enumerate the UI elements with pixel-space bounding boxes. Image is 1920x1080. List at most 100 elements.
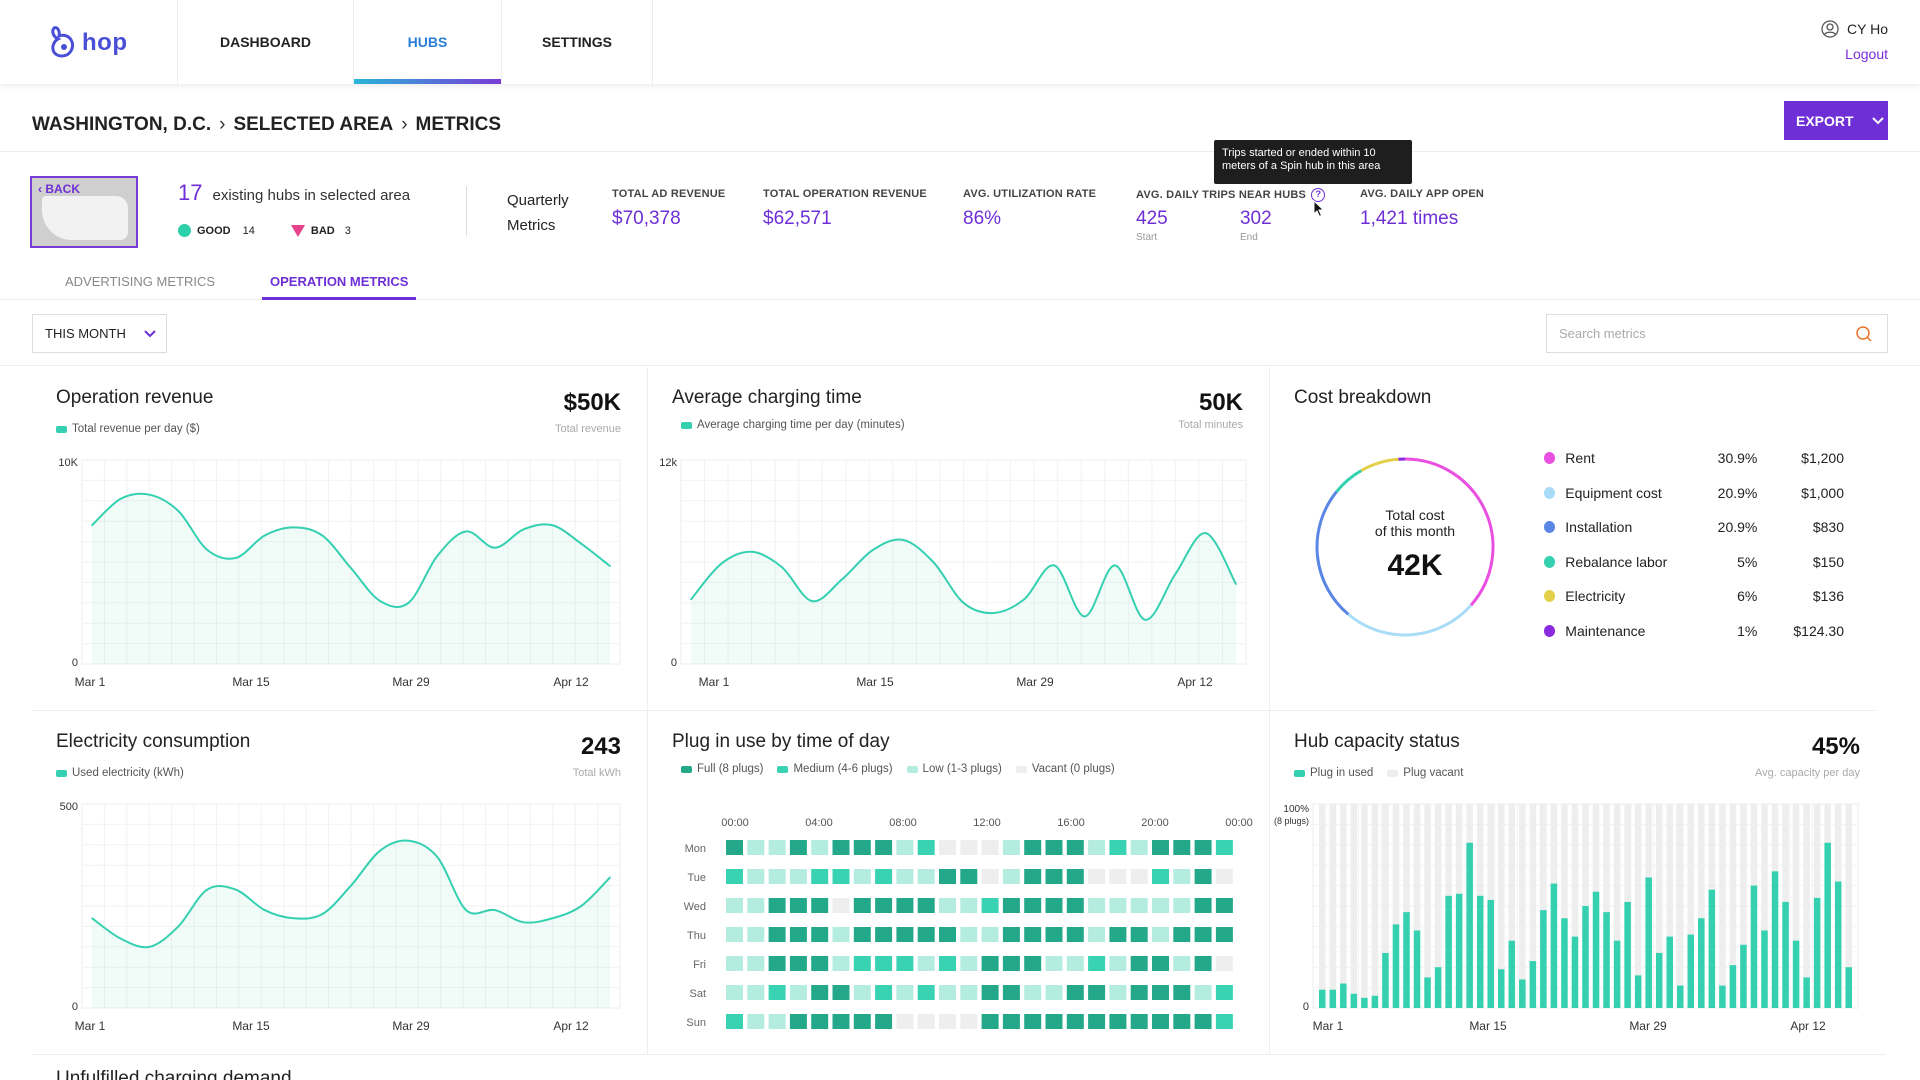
- heatmap-cell: [1152, 840, 1169, 855]
- heatmap-cell: [789, 869, 807, 884]
- data-point: [91, 524, 93, 527]
- data-point: [962, 602, 965, 604]
- tab-operation-metrics[interactable]: OPERATION METRICS: [262, 274, 417, 300]
- data-point: [350, 884, 352, 887]
- nav-dashboard[interactable]: DASHBOARD: [177, 0, 353, 84]
- export-label: EXPORT: [1796, 112, 1854, 129]
- heatmap-cell: [747, 956, 765, 971]
- heatmap-cell: [789, 898, 807, 913]
- heatmap-cell: [768, 956, 786, 971]
- heatmap-cell: [960, 956, 978, 971]
- bar-vacant: [1740, 804, 1747, 945]
- cost-color-dot: [1544, 521, 1556, 533]
- heatmap-cell: [1194, 927, 1212, 942]
- next-panel-title: Unfulfilled charging demand: [0, 1058, 1920, 1080]
- heatmap-cell: [1024, 898, 1042, 913]
- heatmap-cell: [1045, 1014, 1063, 1029]
- heatmap-cell: [1088, 898, 1106, 913]
- back-button[interactable]: ‹ BACK: [30, 176, 138, 248]
- metric-value: 1,421 times: [1360, 208, 1459, 229]
- tab-advertising-metrics[interactable]: ADVERTISING METRICS: [65, 274, 216, 289]
- nav-hubs[interactable]: HUBS: [353, 0, 501, 84]
- data-point: [263, 909, 266, 911]
- breadcrumb-area[interactable]: SELECTED AREA: [233, 114, 394, 135]
- export-button[interactable]: EXPORT: [1784, 101, 1888, 140]
- logo[interactable]: hop: [48, 26, 127, 60]
- y-tick-label: 0: [671, 657, 677, 669]
- x-tick-label: Mar 15: [1469, 1019, 1507, 1033]
- heatmap-cell: [832, 985, 850, 1000]
- heatmap-cell: [1066, 956, 1084, 971]
- legend-item: Average charging time per day (minutes): [681, 419, 905, 431]
- logout-link[interactable]: Logout: [1845, 46, 1888, 62]
- x-tick-label: Mar 1: [75, 1019, 106, 1033]
- x-tick-label: Mar 15: [232, 1019, 270, 1033]
- period-select[interactable]: THIS MONTH: [32, 314, 167, 353]
- heatmap-cell: [726, 927, 743, 942]
- bar-used: [1413, 930, 1421, 1008]
- data-point: [750, 551, 753, 553]
- heatmap-cell: [1215, 956, 1233, 971]
- nav-hubs-label: HUBS: [407, 34, 448, 50]
- help-icon[interactable]: ?: [1311, 188, 1326, 202]
- search-icon[interactable]: [1855, 325, 1873, 343]
- bar-used: [1382, 952, 1389, 1008]
- panel-hub-capacity: Hub capacity status 45% Avg. capacity pe…: [1270, 711, 1886, 1055]
- data-point: [522, 528, 525, 531]
- x-tick-label: Mar 15: [856, 675, 894, 689]
- heatmap-cell: [1215, 840, 1233, 855]
- heatmap-cell: [1215, 869, 1233, 884]
- metric-label: TOTAL AD REVENUE: [612, 188, 726, 200]
- nav-settings[interactable]: SETTINGS: [501, 0, 653, 84]
- user-name[interactable]: CY Ho: [1847, 21, 1888, 37]
- data-point: [206, 888, 208, 891]
- metric-ad-revenue: TOTAL AD REVENUE $70,378: [612, 188, 725, 230]
- heatmap-cell: [1152, 898, 1169, 913]
- panel-title: Hub capacity status: [1294, 731, 1460, 752]
- cost-row: Installation 20.9% $830: [1544, 519, 1844, 535]
- search-input[interactable]: Search metrics: [1546, 314, 1888, 353]
- metric-app-open: AVG. DAILY APP OPEN 1,421 times: [1360, 188, 1484, 230]
- heatmap-cell: [853, 956, 871, 971]
- donut-slice: [1315, 490, 1350, 616]
- bar-used: [1592, 891, 1600, 1008]
- heatmap-cell: [1173, 898, 1191, 913]
- bad-count: 3: [344, 224, 351, 237]
- bar-vacant: [1561, 804, 1568, 919]
- heatmap-cell: [981, 869, 999, 884]
- bar-used: [1550, 883, 1558, 1008]
- bar-vacant: [1792, 804, 1800, 941]
- donut-slice: [1360, 457, 1399, 472]
- heatmap-cell: [896, 985, 914, 1000]
- legend-swatch: [56, 425, 67, 433]
- bar-vacant: [1392, 804, 1400, 925]
- heatmap-cell: [875, 1014, 893, 1029]
- breadcrumb-city[interactable]: WASHINGTON, D.C.: [32, 114, 212, 135]
- chevron-right-icon: ›: [401, 114, 408, 135]
- data-point: [177, 925, 180, 928]
- data-point: [690, 598, 692, 601]
- x-tick-label: Mar 29: [392, 675, 430, 689]
- heatmap-cell: [981, 840, 999, 855]
- data-point: [1144, 619, 1146, 621]
- heatmap-cell: [789, 985, 807, 1000]
- heatmap-cell: [832, 927, 850, 942]
- panel-cost-breakdown: Cost breakdown Total cost of this month …: [1270, 367, 1876, 711]
- cost-donut-chart: [1315, 457, 1495, 637]
- heatmap-cell: [1109, 927, 1127, 942]
- heatmap-cell: [1002, 1014, 1020, 1029]
- tab-operation-metrics-label: OPERATION METRICS: [270, 274, 409, 289]
- bar-used: [1771, 871, 1779, 1008]
- heatmap-cell: [939, 985, 956, 1000]
- bar-used: [1582, 906, 1589, 1008]
- cost-percent: 6%: [1737, 588, 1758, 604]
- metric-tabs: ADVERTISING METRICS OPERATION METRICS: [0, 252, 1920, 300]
- nav-settings-label: SETTINGS: [541, 34, 612, 50]
- quarterly-line-1: Quarterly: [507, 192, 569, 209]
- row-label: Fri: [693, 959, 706, 971]
- bar-used: [1603, 912, 1610, 1008]
- heatmap-cell: [1088, 1014, 1106, 1029]
- heatmap-cell: [917, 869, 935, 884]
- heatmap-cell: [1152, 956, 1169, 971]
- heatmap-cell: [1002, 840, 1020, 855]
